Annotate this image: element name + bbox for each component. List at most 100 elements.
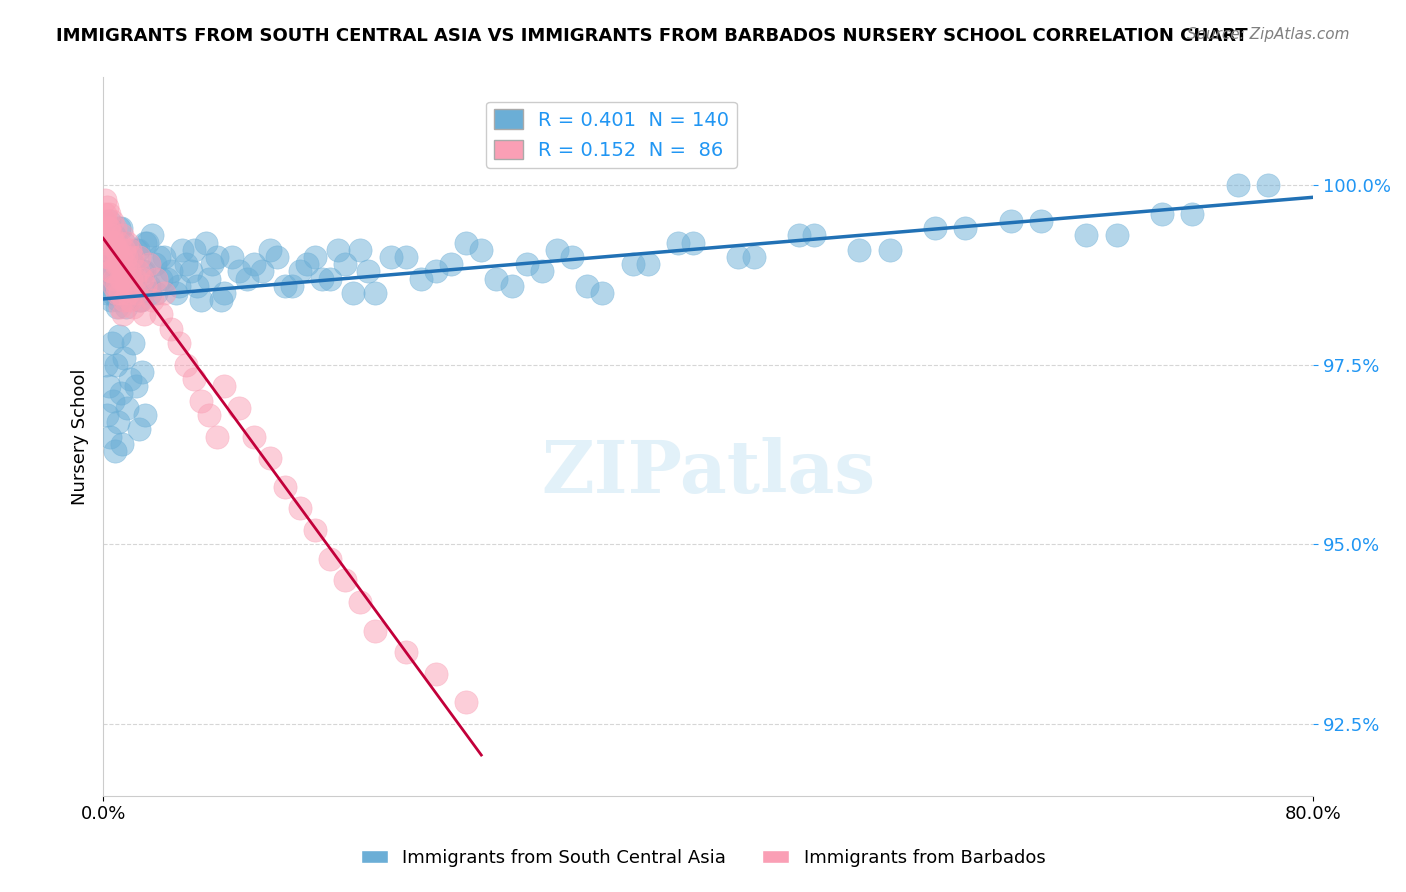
Point (111, 437, 134, 451)
Point (108, 329, 131, 343)
Point (124, 379, 146, 393)
Point (110, 271, 132, 285)
Point (180, 264, 202, 278)
Point (103, 235, 125, 250)
Point (803, 228, 825, 243)
Point (122, 336, 145, 351)
Point (1150, 207, 1173, 221)
Point (129, 293, 152, 307)
Point (176, 358, 198, 372)
Point (117, 285, 139, 300)
Point (124, 278, 146, 293)
Point (349, 595, 371, 609)
Point (848, 243, 870, 257)
Point (96, 408, 118, 422)
Point (198, 408, 221, 422)
Point (104, 444, 127, 458)
Point (101, 285, 124, 300)
Point (236, 271, 259, 285)
Point (111, 264, 134, 278)
Point (591, 285, 613, 300)
Point (156, 271, 179, 285)
Point (107, 415, 129, 429)
Point (167, 336, 190, 351)
Point (104, 221, 127, 235)
Point (787, 228, 810, 243)
Point (98, 214, 121, 228)
Point (127, 243, 149, 257)
Point (138, 278, 160, 293)
Point (176, 257, 198, 271)
Point (364, 285, 387, 300)
Point (149, 308, 172, 322)
Point (104, 278, 127, 293)
Text: IMMIGRANTS FROM SOUTH CENTRAL ASIA VS IMMIGRANTS FROM BARBADOS NURSERY SCHOOL CO: IMMIGRANTS FROM SOUTH CENTRAL ASIA VS IM… (56, 27, 1249, 45)
Point (311, 271, 333, 285)
Point (205, 429, 228, 443)
Point (209, 293, 232, 307)
Point (129, 293, 152, 307)
Point (111, 228, 134, 243)
Point (561, 250, 583, 264)
Point (152, 250, 174, 264)
Point (112, 235, 135, 250)
Point (131, 271, 153, 285)
Point (114, 257, 136, 271)
Point (148, 250, 170, 264)
Point (110, 386, 132, 401)
Point (395, 250, 418, 264)
Point (212, 285, 235, 300)
Point (127, 264, 149, 278)
Point (112, 285, 135, 300)
Point (516, 257, 538, 271)
Point (145, 285, 167, 300)
Point (243, 429, 266, 443)
Point (128, 422, 150, 436)
Point (98, 207, 121, 221)
Point (97, 250, 120, 264)
Point (440, 257, 463, 271)
Point (115, 278, 138, 293)
Point (1000, 214, 1022, 228)
Point (1226, 178, 1249, 193)
Point (138, 257, 160, 271)
Point (131, 365, 153, 379)
Point (100, 293, 122, 307)
Point (250, 264, 273, 278)
Point (141, 228, 163, 243)
Point (576, 278, 599, 293)
Point (108, 235, 131, 250)
Point (120, 293, 142, 307)
Point (96, 235, 118, 250)
Point (228, 401, 250, 415)
Point (107, 301, 129, 315)
Point (101, 257, 124, 271)
Point (103, 278, 125, 293)
Point (125, 243, 148, 257)
Point (143, 257, 166, 271)
Point (103, 243, 125, 257)
Point (115, 401, 138, 415)
Point (93, 193, 115, 207)
Point (195, 235, 218, 250)
Point (122, 257, 145, 271)
Point (165, 285, 187, 300)
Point (101, 250, 124, 264)
Point (425, 666, 447, 681)
Point (118, 271, 141, 285)
Point (1076, 228, 1098, 243)
Point (108, 257, 131, 271)
Point (94, 358, 117, 372)
Point (94, 207, 117, 221)
Point (349, 243, 371, 257)
Point (136, 235, 159, 250)
Point (128, 293, 150, 307)
Point (333, 257, 356, 271)
Point (134, 408, 156, 422)
Point (170, 243, 193, 257)
Point (114, 250, 136, 264)
Point (201, 257, 224, 271)
Point (104, 271, 127, 285)
Point (112, 351, 135, 365)
Point (682, 235, 704, 250)
